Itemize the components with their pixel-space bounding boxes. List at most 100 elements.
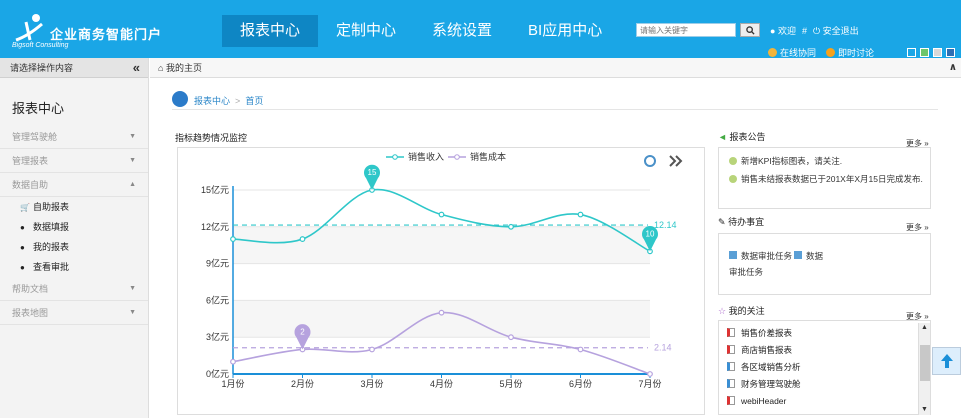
nav-bi-center[interactable]: BI应用中心 bbox=[528, 22, 603, 39]
min-marker-label: 2 bbox=[300, 327, 305, 336]
chat-link[interactable]: 即时讨论 bbox=[826, 46, 874, 59]
sidebar-group-reports[interactable]: 管理报表 ▼ bbox=[0, 149, 148, 173]
x-tick-label: 7月份 bbox=[638, 378, 661, 389]
favorites-more-link[interactable]: 更多 » bbox=[906, 312, 929, 321]
x-tick-label: 3月份 bbox=[360, 378, 383, 389]
max-marker-label: 15 bbox=[368, 168, 377, 177]
dashboard-icon bbox=[727, 379, 735, 388]
scrollbar-thumb[interactable] bbox=[920, 345, 930, 381]
logo[interactable]: 企业商务智能门户 Bigsoft Consulting bbox=[8, 8, 188, 52]
back-to-top-button[interactable] bbox=[932, 347, 961, 375]
todo-title-label: 待办事宜 bbox=[728, 217, 765, 227]
chat-label: 即时讨论 bbox=[838, 48, 875, 58]
edit-icon: ✎ bbox=[718, 217, 726, 227]
report-icon bbox=[727, 345, 735, 354]
favorites-scrollbar[interactable]: ▲ ▼ bbox=[918, 323, 930, 415]
sidebar-group-label: 报表地图 bbox=[12, 308, 49, 318]
x-tick-label: 6月份 bbox=[569, 378, 592, 389]
sidebar-group-cockpit[interactable]: 管理驾驶舱 ▼ bbox=[0, 125, 148, 149]
sidebar-group-selfservice[interactable]: 数据自助 ▲ bbox=[0, 173, 148, 197]
x-tick-label: 5月份 bbox=[499, 378, 522, 389]
favorite-item[interactable]: webiHeader bbox=[719, 393, 930, 410]
online-help-label: 在线协同 bbox=[780, 48, 817, 58]
skin-darkblue-button[interactable] bbox=[946, 48, 955, 57]
chevron-down-icon: ▼ bbox=[129, 157, 136, 164]
favorite-item-label: 销售价差报表 bbox=[741, 328, 793, 338]
average-label: 12.14 bbox=[654, 220, 677, 230]
report-icon bbox=[727, 328, 735, 337]
user-icon: ● bbox=[20, 223, 25, 232]
scroll-up-icon[interactable]: ▲ bbox=[921, 324, 928, 331]
nav-custom-center[interactable]: 定制中心 bbox=[336, 22, 397, 39]
x-tick-label: 1月份 bbox=[221, 378, 244, 389]
x-tick-label: 4月份 bbox=[430, 378, 453, 389]
todo-more-link[interactable]: 更多 » bbox=[906, 223, 929, 232]
logo-subtitle: Bigsoft Consulting bbox=[12, 42, 69, 49]
globe-icon bbox=[768, 48, 777, 57]
chevron-down-icon: ▼ bbox=[129, 285, 136, 292]
top-links-secondary: 在线协同 即时讨论 bbox=[768, 46, 874, 59]
search-input[interactable] bbox=[636, 23, 736, 37]
data-point bbox=[230, 358, 236, 365]
sidebar-item-data-entry[interactable]: ● 数据填报 bbox=[0, 217, 148, 237]
sidebar-group-map[interactable]: 报表地图 ▼ bbox=[0, 301, 148, 325]
notice-more-link[interactable]: 更多 » bbox=[906, 139, 929, 148]
report-icon bbox=[727, 396, 735, 405]
min-marker bbox=[294, 324, 311, 350]
scroll-down-icon[interactable]: ▼ bbox=[921, 406, 928, 413]
sidebar-group-label: 帮助文档 bbox=[12, 284, 49, 294]
skin-green-button[interactable] bbox=[920, 48, 929, 57]
user-icon: ● bbox=[770, 26, 776, 36]
sidebar-item-label: 查看审批 bbox=[33, 262, 70, 272]
favorite-item[interactable]: 商店销售报表 bbox=[719, 342, 930, 359]
leaf-icon bbox=[729, 157, 737, 165]
notice-item[interactable]: 新增KPI指标图表，请关注. bbox=[719, 152, 930, 170]
main-tab-bar: ⌂ 我的主页 ∧ bbox=[150, 58, 961, 78]
data-point bbox=[647, 371, 653, 377]
search-button[interactable] bbox=[740, 23, 760, 37]
skin-gray-button[interactable] bbox=[933, 48, 942, 57]
online-help-link[interactable]: 在线协同 bbox=[768, 46, 816, 59]
notice-item[interactable]: 销售未结报表数据已于201X年X月15日完成发布. bbox=[719, 170, 930, 188]
breadcrumb-sep: > bbox=[235, 96, 241, 106]
chevron-down-icon: ▼ bbox=[129, 133, 136, 140]
sidebar-item-self-report[interactable]: 🛒 自助报表 bbox=[0, 197, 148, 217]
skin-blue-button[interactable] bbox=[907, 48, 916, 57]
todo-item[interactable]: 审批任务 bbox=[729, 267, 764, 277]
notice-item-text: 新增KPI指标图表，请关注. bbox=[741, 156, 843, 166]
arrow-up-icon bbox=[940, 354, 953, 368]
tab-my-home[interactable]: 我的主页 bbox=[165, 63, 202, 73]
favorites-title: ☆ 我的关注 bbox=[718, 304, 765, 317]
todo-item[interactable]: 数据审批任务 bbox=[741, 251, 793, 261]
logout-link[interactable]: ⏻ 安全退出 bbox=[813, 24, 859, 37]
expand-icon[interactable]: ∧ bbox=[948, 62, 957, 73]
nav-report-center[interactable]: 报表中心 bbox=[222, 15, 319, 47]
sidebar-header: 请选择操作内容 « bbox=[0, 58, 148, 78]
chat-icon bbox=[826, 48, 836, 57]
home-icon: ⌂ bbox=[158, 63, 164, 73]
main-nav: 报表中心 定制中心 系统设置 BI应用中心 bbox=[222, 15, 620, 47]
nav-system-settings[interactable]: 系统设置 bbox=[432, 22, 493, 39]
sidebar-item-label: 数据填报 bbox=[33, 222, 70, 232]
breadcrumb-text: 报表中心 > 首页 bbox=[194, 94, 263, 107]
sidebar-item-label: 自助报表 bbox=[33, 202, 70, 212]
welcome-link[interactable]: ● 欢迎 bbox=[770, 24, 796, 37]
breadcrumb-report-center[interactable]: 报表中心 bbox=[194, 96, 231, 106]
trend-chart: 0亿元 3亿元 6亿元 9亿元 12亿元 15亿元 1月份 2月份 3月份 4月份 5月份 6月份 7月… bbox=[201, 151, 683, 389]
collapse-icon[interactable]: « bbox=[132, 60, 140, 75]
favorite-item[interactable]: 各区域销售分析 bbox=[719, 359, 930, 376]
sidebar-item-my-reports[interactable]: ● 我的报表 bbox=[0, 237, 148, 257]
favorite-item[interactable]: 销售价差报表 bbox=[719, 325, 930, 342]
notice-panel: 新增KPI指标图表，请关注. 销售未结报表数据已于201X年X月15日完成发布. bbox=[718, 147, 931, 209]
todo-panel: 数据审批任务 数据 审批任务 bbox=[718, 233, 931, 295]
todo-item[interactable]: 数据 bbox=[806, 251, 824, 261]
trend-chart-panel: 0亿元 3亿元 6亿元 9亿元 12亿元 15亿元 1月份 2月份 3月份 4月份 5月份 6月份 7月… bbox=[177, 147, 705, 415]
favorite-item[interactable]: 财务管理驾驶舱 bbox=[719, 376, 930, 393]
sidebar-item-approvals[interactable]: ● 查看审批 bbox=[0, 257, 148, 277]
task-icon bbox=[794, 251, 803, 259]
data-point bbox=[577, 346, 584, 353]
chart-title: 指标趋势情况监控 bbox=[175, 133, 248, 143]
sidebar-group-help[interactable]: 帮助文档 ▼ bbox=[0, 277, 148, 301]
breadcrumb-home[interactable]: 首页 bbox=[245, 96, 264, 106]
sidebar-group-label: 数据自助 bbox=[12, 180, 49, 190]
